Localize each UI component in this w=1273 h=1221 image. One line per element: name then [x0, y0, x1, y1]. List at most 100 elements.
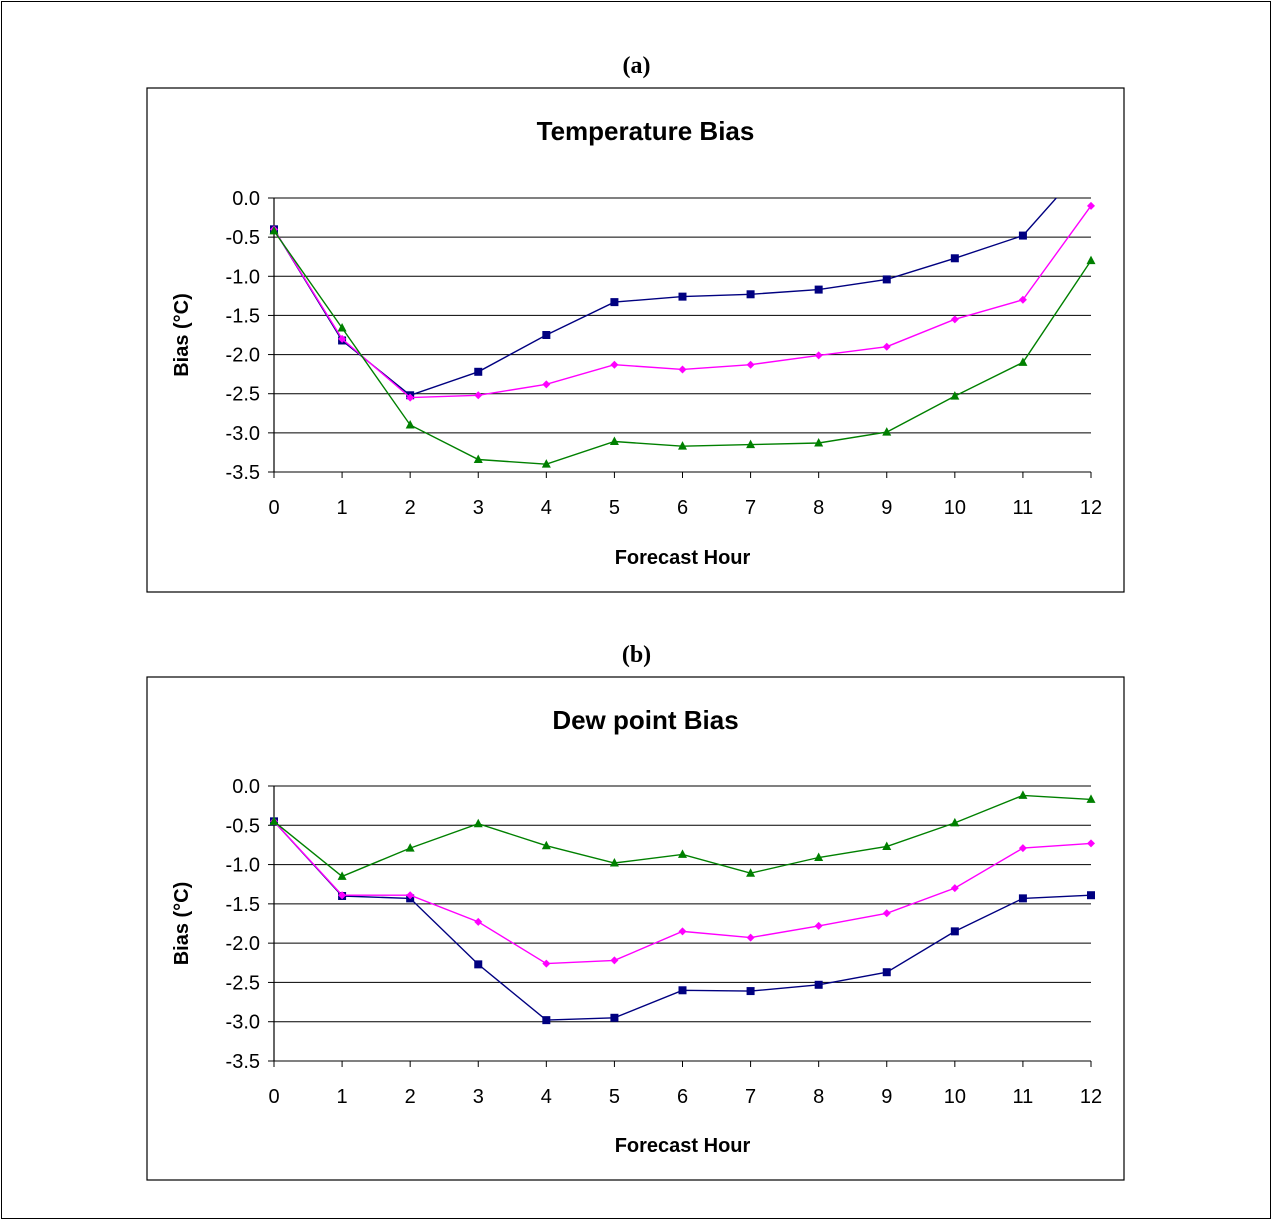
temperature-bias-chart: Temperature Bias -3.5 -3.0 -2.5 -2.0 -1.5 -1.0…	[146, 87, 1125, 593]
data-point	[610, 360, 619, 369]
data-point	[542, 959, 551, 968]
data-point	[609, 436, 619, 445]
data-point	[814, 921, 823, 930]
x-tick-label: 3	[473, 497, 484, 519]
chart-title: Temperature Bias	[537, 116, 755, 146]
data-point	[950, 315, 959, 324]
x-axis-label: Forecast Hour	[615, 1135, 751, 1157]
data-point	[406, 891, 415, 900]
y-tick-label: -1.5	[226, 305, 260, 327]
data-point	[814, 852, 824, 861]
data-point	[882, 841, 892, 850]
x-tick-label: 9	[881, 497, 892, 519]
data-point	[678, 849, 687, 858]
data-point	[882, 427, 892, 436]
x-tick-label: 6	[677, 1086, 688, 1108]
data-point	[269, 816, 279, 825]
data-point	[542, 1016, 551, 1025]
x-tick-label: 12	[1080, 1086, 1102, 1108]
data-point	[609, 858, 619, 867]
chart-frame	[146, 87, 1125, 593]
data-point	[814, 438, 824, 447]
data-point	[337, 871, 347, 880]
x-tick-label: 10	[944, 497, 966, 519]
data-point	[1018, 844, 1027, 853]
data-point	[1018, 231, 1027, 240]
data-point	[610, 956, 619, 965]
data-point	[474, 917, 483, 926]
y-axis-label: Bias (°C)	[171, 293, 193, 377]
data-point	[405, 843, 415, 852]
data-point	[678, 365, 687, 374]
y-tick-label: 0.0	[232, 188, 260, 210]
data-point	[746, 987, 755, 996]
data-point	[1018, 295, 1027, 304]
y-tick-label: -1.5	[226, 894, 260, 916]
data-point	[473, 818, 483, 828]
x-tick-label: 8	[813, 1086, 824, 1108]
data-point	[610, 1013, 619, 1022]
y-tick-label: -2.5	[226, 384, 260, 406]
panel-label-a: (a)	[622, 53, 651, 79]
data-point	[950, 884, 959, 893]
data-point	[814, 980, 823, 989]
data-point	[950, 817, 960, 827]
data-point	[678, 927, 687, 936]
x-tick-label: 7	[745, 497, 756, 519]
data-point	[746, 439, 756, 449]
x-tick-label: 5	[609, 497, 620, 519]
x-tick-label: 3	[473, 1086, 484, 1108]
x-axis-label: Forecast Hour	[615, 547, 751, 569]
data-point	[269, 225, 279, 235]
y-tick-label: -2.0	[226, 933, 260, 955]
x-tick-label: 4	[541, 1086, 552, 1108]
data-point	[1018, 790, 1028, 799]
data-point	[541, 459, 551, 468]
x-tick-label: 1	[337, 1086, 348, 1108]
data-point	[473, 454, 483, 463]
series-group	[269, 790, 1096, 1025]
x-tick-label: 11	[1013, 497, 1034, 519]
data-point	[474, 367, 483, 376]
x-tick-label: 1	[337, 497, 348, 519]
x-tick-label: 11	[1013, 1086, 1034, 1108]
x-tick-label: 6	[677, 497, 688, 519]
data-point	[950, 254, 959, 263]
data-point	[338, 891, 347, 900]
data-point	[405, 420, 415, 429]
data-point	[542, 331, 551, 339]
data-point	[678, 441, 687, 450]
x-tick-label: 8	[813, 497, 824, 519]
x-tick-label: 5	[609, 1086, 620, 1108]
y-tick-label: -3.0	[226, 1012, 260, 1034]
data-point	[1087, 839, 1095, 848]
y-tick-label: 0.0	[232, 776, 260, 798]
data-point	[746, 290, 755, 299]
data-point	[337, 322, 347, 332]
data-point	[338, 334, 347, 343]
chart-frame	[146, 676, 1125, 1181]
x-tick-label: 10	[944, 1086, 966, 1108]
data-point	[950, 391, 960, 400]
series-group	[269, 198, 1096, 468]
x-tick-label: 2	[405, 1086, 416, 1108]
data-point	[1018, 894, 1027, 903]
data-point	[1018, 357, 1028, 366]
data-point	[882, 909, 891, 918]
data-point	[541, 840, 551, 850]
data-point	[950, 927, 959, 936]
data-point	[814, 351, 823, 360]
x-tick-label: 7	[745, 1086, 756, 1108]
y-tick-label: -3.0	[226, 423, 260, 445]
x-tick-label: 0	[268, 497, 279, 519]
data-point	[542, 380, 551, 389]
data-point	[882, 275, 891, 284]
data-point	[1086, 255, 1096, 265]
data-point	[1086, 794, 1096, 803]
x-tick-label: 12	[1080, 497, 1102, 519]
data-point	[678, 292, 687, 301]
data-point	[882, 342, 891, 351]
data-point	[678, 986, 687, 995]
data-point	[746, 933, 755, 942]
